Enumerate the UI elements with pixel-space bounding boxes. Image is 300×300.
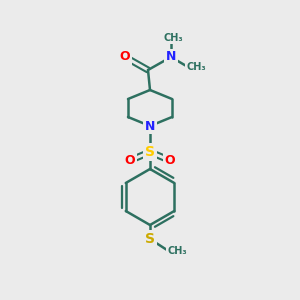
Text: S: S bbox=[145, 145, 155, 159]
Text: O: O bbox=[125, 154, 135, 166]
Text: CH₃: CH₃ bbox=[163, 33, 183, 43]
Text: S: S bbox=[145, 232, 155, 246]
Text: CH₃: CH₃ bbox=[167, 246, 187, 256]
Text: N: N bbox=[166, 50, 176, 64]
Text: O: O bbox=[120, 50, 130, 64]
Text: O: O bbox=[165, 154, 175, 166]
Text: CH₃: CH₃ bbox=[186, 62, 206, 72]
Text: N: N bbox=[145, 119, 155, 133]
